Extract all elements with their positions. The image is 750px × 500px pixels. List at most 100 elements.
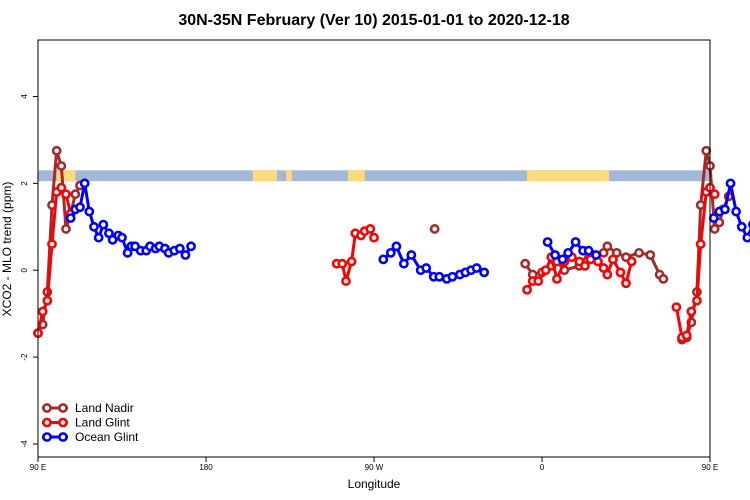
data-point — [658, 274, 669, 284]
y-tick-label: 4 — [20, 94, 29, 99]
data-point — [51, 145, 62, 156]
data-point — [602, 269, 613, 280]
data-point — [709, 189, 720, 200]
data-point — [61, 189, 71, 200]
data-point — [570, 237, 581, 247]
data-point — [93, 232, 104, 243]
data-point — [522, 284, 532, 295]
data-point — [37, 306, 48, 317]
data-point — [681, 330, 692, 341]
data-point — [42, 295, 53, 306]
data-point — [180, 250, 191, 260]
land-segment-1 — [252, 170, 277, 182]
data-point — [645, 250, 656, 260]
data-point — [540, 265, 551, 276]
data-point — [533, 276, 544, 286]
data-point — [56, 182, 67, 193]
x-tick-label: 90 E — [702, 463, 718, 472]
data-point — [117, 232, 127, 243]
data-point — [79, 178, 90, 189]
legend-label: Land Glint — [75, 416, 130, 430]
data-point — [591, 250, 602, 260]
data-point — [398, 258, 409, 269]
x-axis-ticks: 90 E 180 90 W 0 90 E — [30, 457, 718, 472]
x-tick-label: 180 — [199, 463, 213, 472]
data-point — [621, 278, 631, 289]
data-point — [542, 237, 553, 247]
data-point — [701, 145, 712, 156]
data-point — [709, 224, 720, 234]
legend-marker — [42, 432, 52, 442]
data-point — [365, 224, 376, 234]
data-point — [421, 263, 432, 273]
series-line — [674, 186, 716, 340]
data-point — [720, 204, 730, 215]
y-tick-label: 0 — [20, 267, 29, 272]
x-tick-label: 0 — [540, 463, 545, 472]
legend-marker — [42, 417, 52, 428]
data-point — [692, 295, 702, 306]
data-point — [65, 213, 76, 223]
y-tick-label: -2 — [20, 353, 29, 361]
data-point — [736, 221, 747, 232]
data-point — [626, 256, 637, 267]
data-point — [552, 274, 562, 284]
data-point — [70, 189, 81, 200]
data-point — [671, 302, 682, 313]
data-point — [520, 258, 531, 269]
data-point — [725, 178, 736, 189]
data-point — [550, 250, 560, 260]
data-point — [186, 241, 196, 252]
data-point — [341, 276, 351, 286]
data-point — [479, 267, 490, 278]
data-point — [346, 256, 357, 267]
x-tick-label: 90 E — [30, 463, 46, 472]
data-point — [695, 239, 706, 250]
y-axis-label: XCO2 - MLO trend (ppm) — [0, 182, 14, 317]
data-point — [471, 263, 482, 273]
data-point — [89, 221, 99, 232]
x-tick-label: 90 W — [365, 463, 384, 472]
data-point — [563, 247, 574, 258]
data-point — [84, 206, 95, 217]
plot-series — [33, 145, 750, 345]
ocean-band — [38, 170, 710, 182]
data-point — [378, 254, 389, 265]
data-point — [75, 202, 85, 213]
y-tick-label: -4 — [20, 440, 29, 448]
data-point — [47, 239, 57, 250]
data-point — [608, 254, 618, 265]
legend-marker — [58, 432, 68, 442]
data-point — [447, 271, 458, 282]
series-land-glint — [33, 182, 720, 343]
y-tick-label: 2 — [20, 181, 29, 186]
data-point — [615, 267, 626, 278]
data-point — [337, 258, 348, 269]
data-point — [686, 306, 697, 317]
land-segment-3 — [347, 170, 365, 182]
legend-label: Land Nadir — [75, 401, 134, 415]
data-point — [391, 241, 402, 252]
land-sea-band — [38, 170, 710, 182]
data-point — [602, 241, 613, 252]
data-point — [61, 224, 71, 234]
data-point — [742, 232, 750, 243]
data-point — [583, 245, 594, 256]
data-point — [434, 271, 445, 282]
data-point — [98, 219, 109, 230]
data-point — [385, 247, 396, 258]
land-segment-0 — [56, 170, 76, 182]
data-point — [429, 224, 440, 234]
legend-label: Ocean Glint — [75, 430, 139, 444]
x-axis-label: Longitude — [348, 477, 401, 491]
chart-title: 30N-35N February (Ver 10) 2015-01-01 to … — [178, 12, 569, 29]
data-point — [557, 254, 568, 265]
data-point — [580, 260, 590, 271]
y-axis-ticks: -4 -2 0 2 4 — [20, 94, 38, 448]
data-point — [634, 247, 644, 258]
legend-marker — [58, 403, 68, 413]
data-point — [731, 206, 742, 217]
series-ocean-glint — [65, 178, 750, 284]
